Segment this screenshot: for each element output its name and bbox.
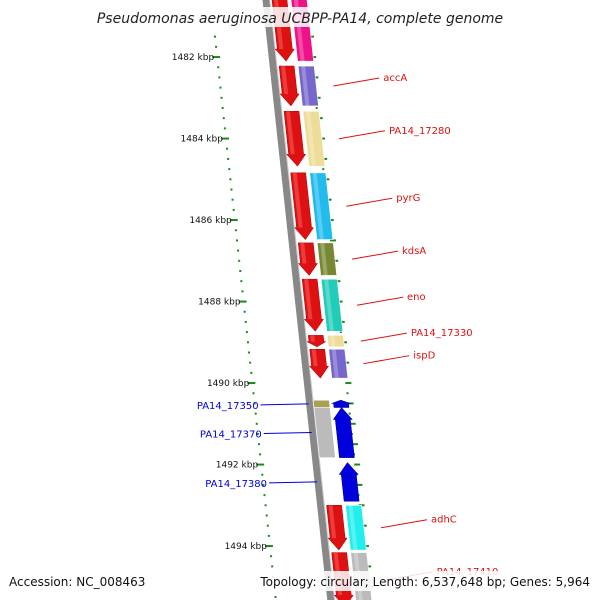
gene-arrow-shine <box>310 335 315 342</box>
label-leader-line <box>338 130 386 140</box>
label-leader-line <box>363 355 410 365</box>
gene-kdsa[interactable] <box>297 242 338 276</box>
genome-summary-text: Topology: circular; Length: 6,537,648 bp… <box>259 575 590 589</box>
gene-arrow-shine <box>311 349 318 367</box>
label-leader-line <box>351 250 399 260</box>
gene-label: ispD <box>413 351 435 362</box>
cog-bar-shine <box>306 111 316 167</box>
gene-pyrg[interactable] <box>290 172 334 241</box>
label-leader-line <box>360 332 407 342</box>
gene-ispd[interactable] <box>308 348 349 379</box>
label-leader-line <box>346 197 393 207</box>
gene-arrow-shine <box>286 111 295 155</box>
cog-category-bar <box>312 399 331 408</box>
scale-label: 1492 kbp <box>216 461 259 471</box>
gene-arrow[interactable] <box>331 399 351 408</box>
cog-bar-shine <box>301 66 310 106</box>
cog-category-bar <box>313 407 336 458</box>
label-leader-line <box>269 481 318 484</box>
gene-label: PA14_17350 <box>197 401 259 412</box>
gene-pa14-17280[interactable] <box>283 110 326 167</box>
scale-ticks: 1482 kbp 1484 kbp 1486 kbp 1488 kbp 1490 kbp… <box>172 35 374 598</box>
cog-category-bar <box>326 335 345 348</box>
cog-bar-shine <box>330 335 336 347</box>
scale-label: 1484 kbp <box>181 135 224 145</box>
gene-label: PA14_17380 <box>205 479 267 490</box>
accession-text: Accession: NC_008463 <box>9 575 145 589</box>
cog-category-bar <box>302 110 326 167</box>
gene-arrow-shine <box>328 505 337 539</box>
cog-bar-shine <box>331 349 339 379</box>
cog-bar-shine <box>312 172 324 240</box>
cog-category-bar <box>320 278 344 332</box>
gene-acca[interactable] <box>278 65 319 107</box>
scale-label: 1486 kbp <box>189 216 232 226</box>
cog-category-bar <box>297 65 319 107</box>
scale-label: 1494 kbp <box>225 542 268 552</box>
gene-arrow[interactable] <box>338 462 360 502</box>
cog-category-bar <box>328 348 349 379</box>
gene-label: accA <box>383 73 407 84</box>
title-backdrop <box>95 7 505 27</box>
gene-label: PA14_17330 <box>411 328 473 339</box>
label-leader-line <box>333 77 380 87</box>
gene-label: adhC <box>431 515 457 526</box>
gene-arrow-shine <box>304 279 313 320</box>
backbone-line <box>262 0 335 600</box>
scale-label: 1488 kbp <box>198 298 241 308</box>
cog-category-bar <box>309 172 334 240</box>
label-leader-line <box>380 519 428 529</box>
gene-adhc[interactable] <box>326 505 367 551</box>
gene-arrow-shine <box>300 242 307 264</box>
label-leader-line <box>263 432 312 435</box>
gene-arrow[interactable] <box>332 407 355 458</box>
cog-bar-shine <box>348 505 358 551</box>
gene-pa14-17330[interactable] <box>306 335 345 348</box>
backbone-highlight <box>269 0 336 600</box>
map-title: Pseudomonas aeruginosa UCBPP-PA14, compl… <box>97 11 503 27</box>
gene-label: eno <box>407 292 426 303</box>
cog-category-bar <box>316 242 338 276</box>
gene-label: PA14_17370 <box>200 430 262 441</box>
gene-label: kdsA <box>402 246 426 257</box>
cog-bar-shine <box>324 279 334 332</box>
gene-arrow[interactable] <box>306 335 327 348</box>
label-layer: accA PA14_17280 pyrG kdsA eno PA14_17330 ispD P… <box>197 73 498 581</box>
gene-arrow-shine <box>281 66 289 94</box>
gene-pa14-17380[interactable] <box>338 462 360 502</box>
gene-label: PA14_17280 <box>389 126 451 137</box>
backbone-layer <box>262 0 336 600</box>
cog-category-bar <box>345 505 367 551</box>
label-leader-line <box>260 403 309 406</box>
gene-label: pyrG <box>396 193 420 204</box>
label-leader-line <box>356 296 404 306</box>
gene-arrow-shine <box>292 172 303 228</box>
gene-pa14-17370[interactable] <box>313 407 355 458</box>
gene-pa14-17350[interactable] <box>312 399 351 408</box>
scale-label: 1490 kbp <box>207 379 250 389</box>
scale-label: 1482 kbp <box>172 53 215 63</box>
cog-bar-shine <box>320 242 328 276</box>
footer-backdrop <box>0 571 600 591</box>
gene-eno[interactable] <box>301 278 344 332</box>
